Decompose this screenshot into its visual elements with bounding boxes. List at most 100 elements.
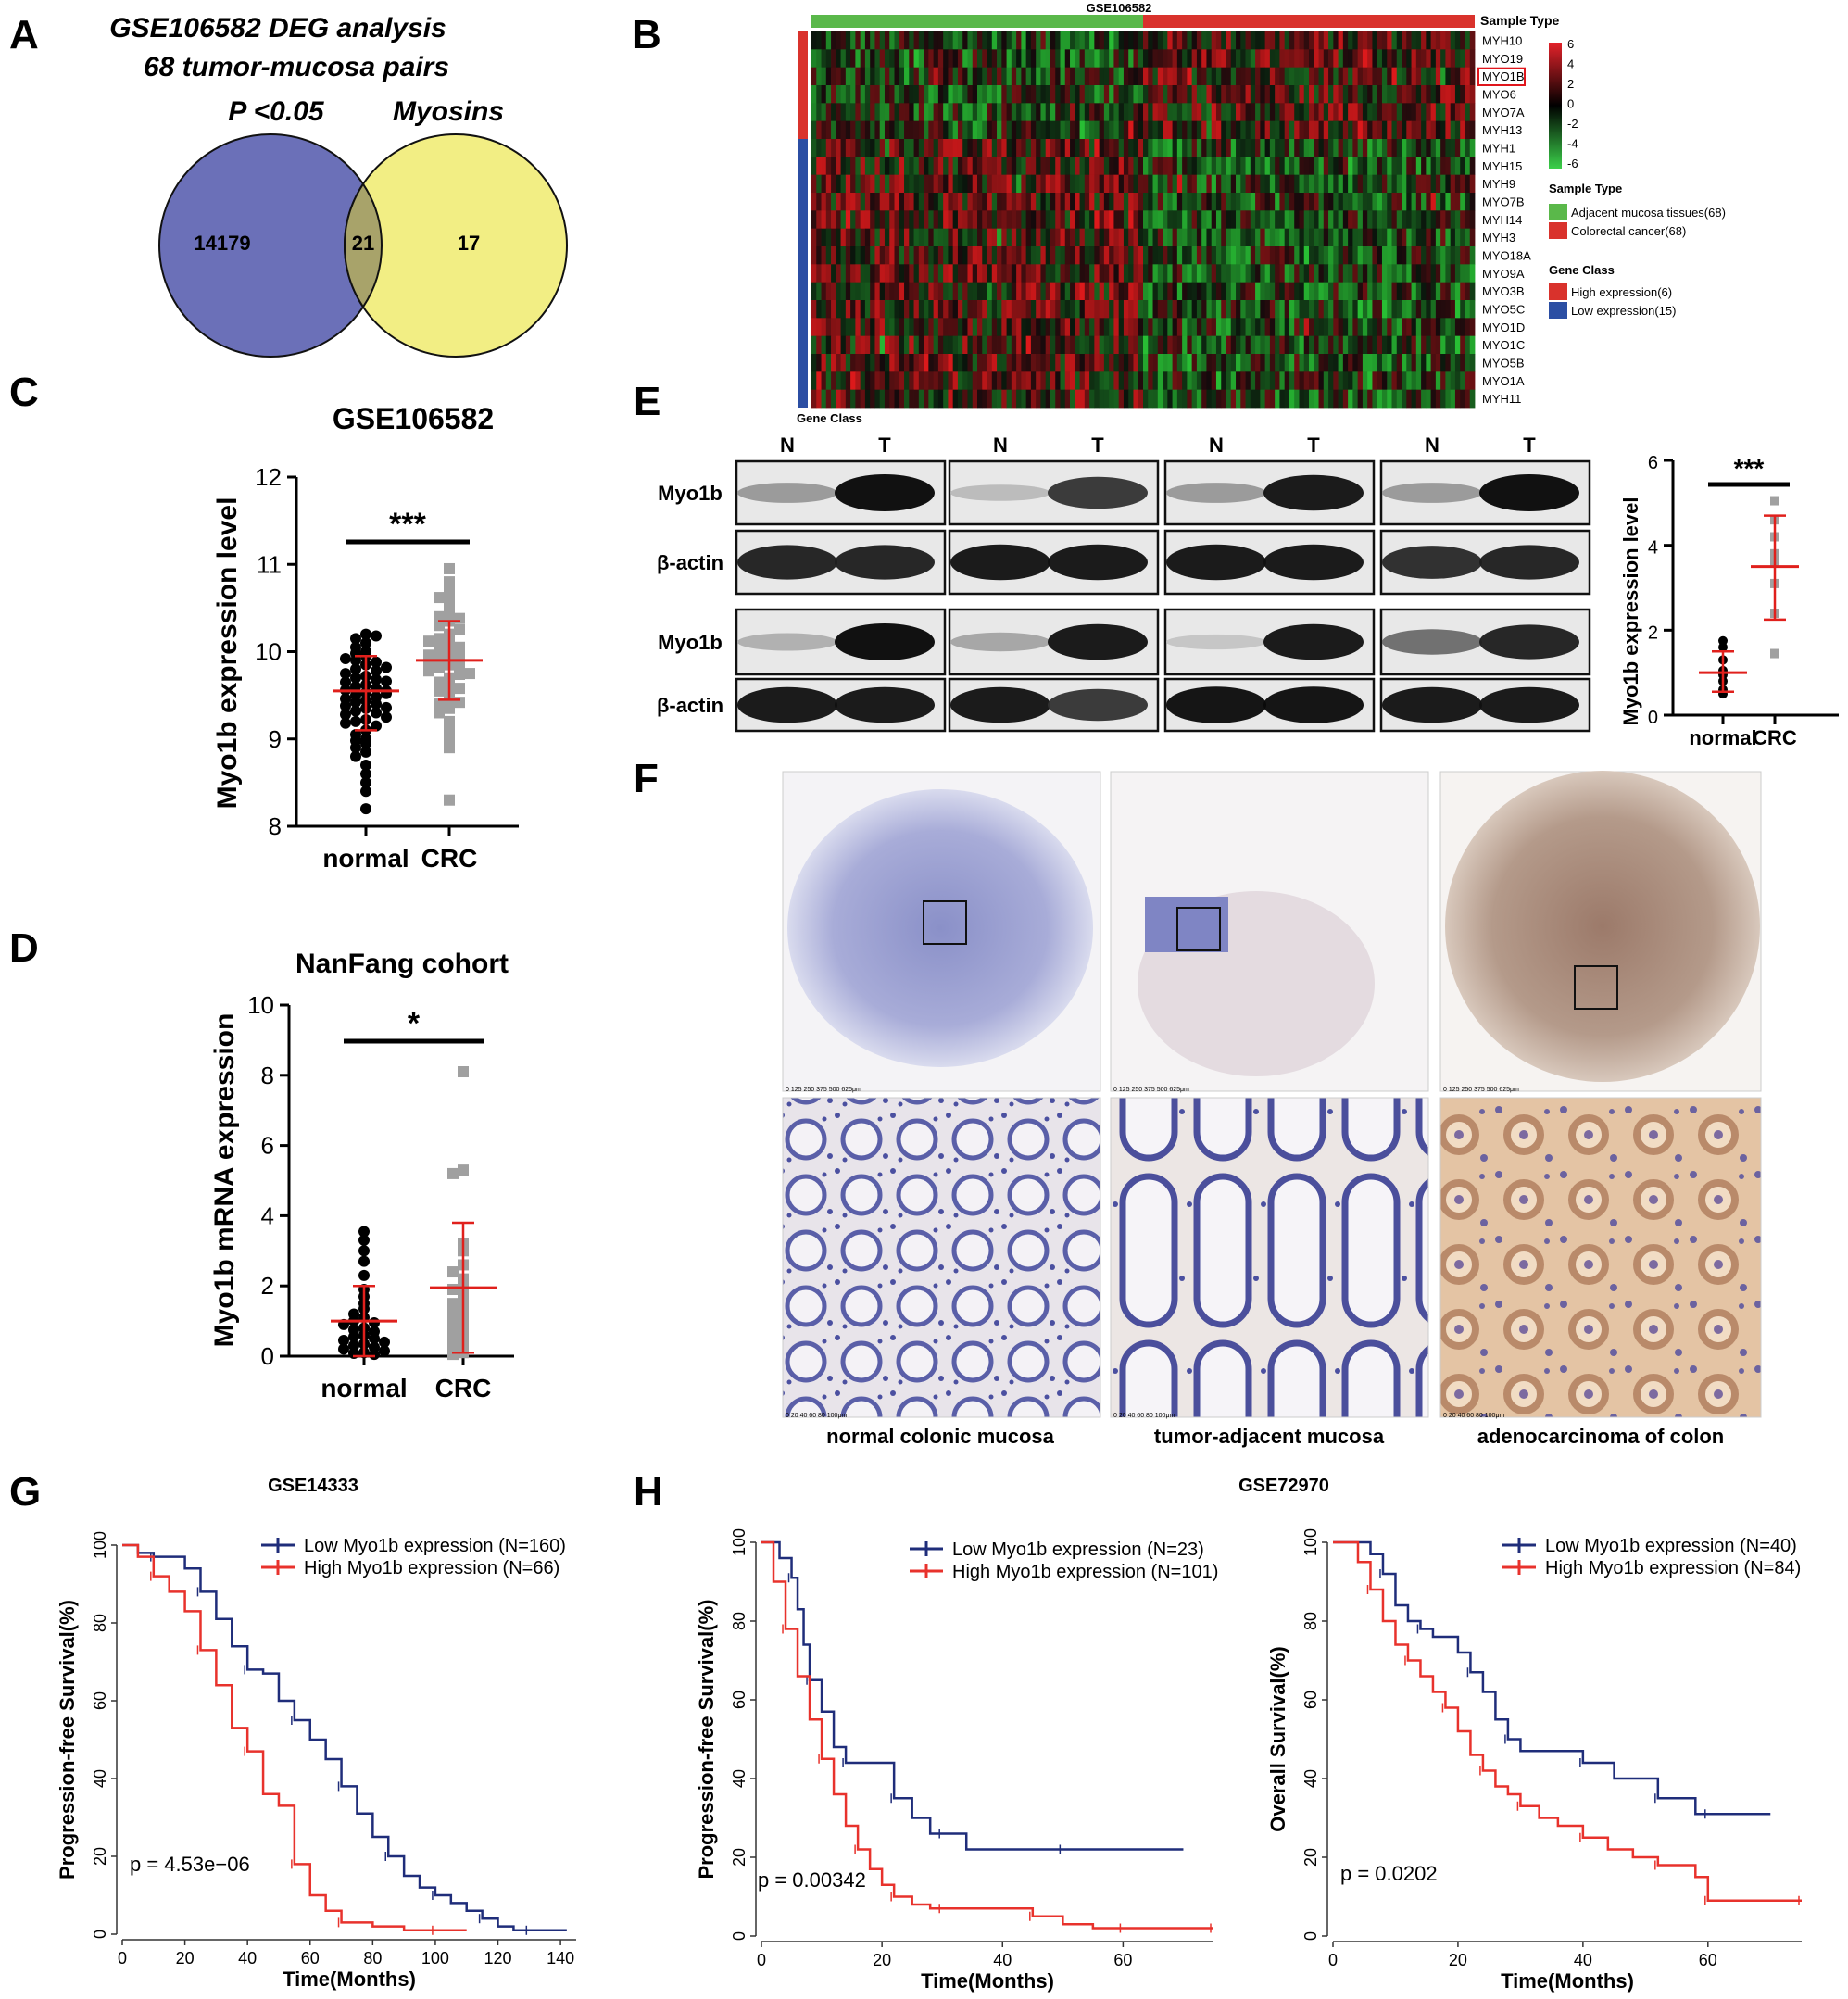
heatmap-cell (933, 389, 939, 409)
heatmap-cell (1435, 389, 1441, 409)
heatmap-cell (1109, 389, 1114, 409)
heatmap-cell (913, 120, 920, 140)
heatmap-cell (1255, 318, 1261, 337)
heatmap-cell (948, 354, 954, 372)
heatmap-cell (1113, 103, 1120, 122)
heatmap-cell (1040, 246, 1047, 265)
heatmap-cell (962, 31, 968, 50)
heatmap-cell (1030, 371, 1037, 391)
venn-right-count: 17 (458, 232, 480, 255)
heatmap-cell (1421, 139, 1427, 157)
heatmap-cell (928, 354, 935, 372)
heatmap-cell (1454, 103, 1461, 122)
scale-bar-normal-bottom: 0 20 40 60 80 100μm (786, 1413, 847, 1419)
heatmap-cell (1377, 85, 1383, 104)
heatmap-cell (1318, 103, 1325, 122)
heatmap-cell (904, 31, 910, 50)
heatmap-cell (1094, 174, 1100, 194)
heatmap-cell (1328, 120, 1334, 140)
colorbar-tick: -2 (1567, 117, 1578, 131)
heatmap-cell (1036, 120, 1041, 140)
heatmap-cell (845, 354, 851, 372)
heatmap-cell (1279, 335, 1286, 355)
heatmap-cell (1148, 246, 1153, 265)
heatmap-cell (1191, 157, 1198, 176)
heatmap-cell (1172, 193, 1178, 211)
heatmap-cell (879, 318, 886, 337)
heatmap-cell (1275, 282, 1280, 301)
heatmap-cell (899, 318, 905, 337)
heatmap-cell (1440, 31, 1446, 50)
heatmap-cell (933, 120, 939, 140)
heatmap-cell (1299, 246, 1305, 265)
heatmap-cell (1387, 335, 1392, 355)
heatmap-cell (1245, 210, 1251, 230)
heatmap-cell (870, 389, 875, 409)
heatmap-cell (1245, 389, 1251, 409)
km-x-tick-label: 140 (547, 1949, 574, 1968)
heatmap-cell (1450, 335, 1456, 355)
heatmap-cell (948, 335, 954, 355)
heatmap-cell (1070, 67, 1075, 86)
heatmap-cell (1050, 103, 1056, 122)
heatmap-cell (1333, 120, 1339, 140)
heatmap-cell (967, 246, 974, 265)
heatmap-cell (1303, 300, 1310, 319)
heatmap-cell (1201, 228, 1207, 247)
heatmap-cell (982, 246, 987, 265)
heatmap-cell (1450, 103, 1456, 122)
heatmap-cell (1279, 85, 1286, 104)
km-p-value: p = 4.53e−06 (130, 1853, 250, 1876)
heatmap-cell (928, 228, 935, 247)
heatmap-cell (864, 300, 871, 319)
heatmap-cell (1250, 139, 1256, 157)
heatmap-cell (1167, 157, 1173, 176)
heatmap-cell (1255, 264, 1261, 283)
heatmap-cell (1215, 335, 1222, 355)
heatmap-cell (1201, 139, 1207, 157)
heatmap-cell (1055, 85, 1061, 104)
km-curve-high (122, 1543, 467, 1932)
heatmap-cell (1001, 246, 1007, 265)
heatmap-cell (937, 246, 944, 265)
heatmap-cell (821, 354, 827, 372)
heatmap-cell (879, 139, 886, 157)
heatmap-cell (924, 157, 929, 176)
heatmap-cell (933, 371, 939, 391)
heatmap-cell (1435, 210, 1441, 230)
heatmap-cell (1045, 318, 1051, 337)
heatmap-cell (1245, 31, 1251, 50)
heatmap-cell (884, 354, 890, 372)
heatmap-cell (1289, 31, 1295, 50)
heatmap-cell (1021, 264, 1027, 283)
heatmap-cell (1387, 228, 1392, 247)
heatmap-cell (816, 389, 822, 409)
heatmap-cell (991, 49, 998, 69)
heatmap-cell (1338, 354, 1344, 372)
heatmap-cell (1064, 103, 1071, 122)
heatmap-cell (1011, 174, 1017, 194)
heatmap-cell (870, 264, 875, 283)
heatmap-cell (977, 371, 983, 391)
heatmap-cell (928, 174, 935, 194)
heatmap-cell (1118, 389, 1125, 409)
heatmap-cell (1167, 103, 1173, 122)
heatmap-cell (1167, 264, 1173, 283)
heatmap-cell (1113, 318, 1120, 337)
heatmap-cell (1303, 67, 1310, 86)
heatmap-cell (855, 318, 861, 337)
heatmap-cell (1167, 318, 1173, 337)
heatmap-cell (811, 300, 817, 319)
heatmap-cell (840, 49, 847, 69)
data-point-normal (350, 697, 361, 709)
heatmap-cell (1240, 31, 1246, 50)
heatmap-cell (845, 246, 851, 265)
heatmap-cell (948, 120, 954, 140)
heatmap-cell (1279, 318, 1286, 337)
heatmap-cell (904, 389, 910, 409)
heatmap-cell (821, 103, 827, 122)
heatmap-cell (1465, 103, 1471, 122)
heatmap-cell (1396, 371, 1402, 391)
heatmap-cell (1001, 157, 1007, 176)
heatmap-cell (1426, 335, 1432, 355)
